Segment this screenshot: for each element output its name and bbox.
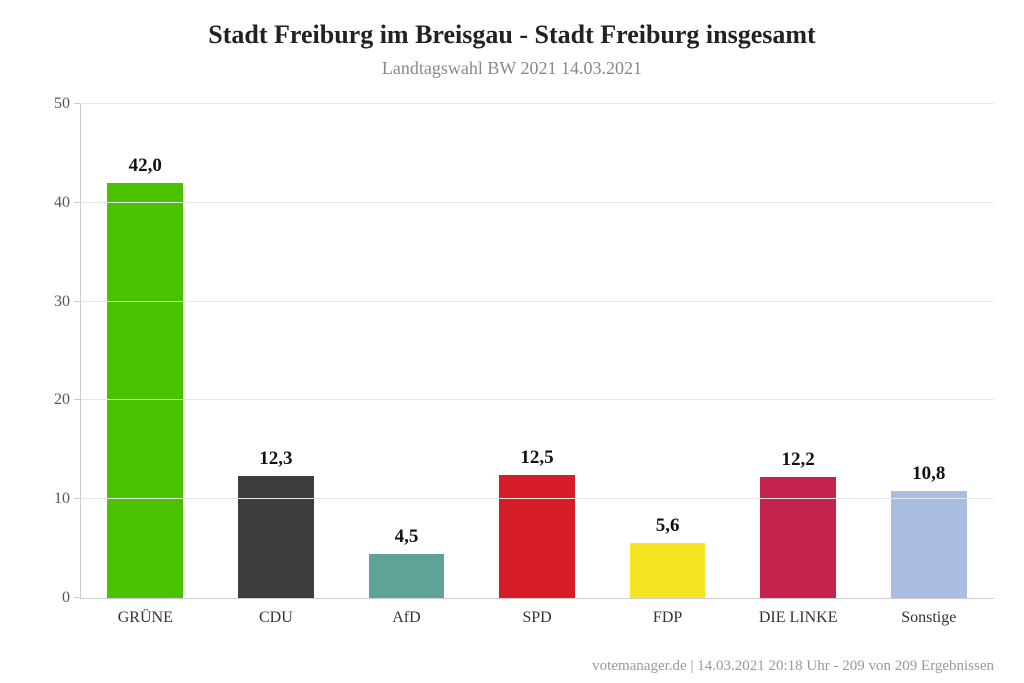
plot-wrapper: 42,012,34,512,55,612,210,8 01020304050 G… [30,104,994,634]
y-tick-label: 50 [54,95,70,113]
bar-value-label: 42,0 [129,155,162,177]
y-tick-label: 10 [54,490,70,508]
gridline [80,301,994,302]
bar [760,477,836,598]
y-tick-label: 30 [54,293,70,311]
gridline [80,202,994,203]
chart-subtitle: Landtagswahl BW 2021 14.03.2021 [30,58,994,79]
gridline [80,399,994,400]
bar-value-label: 4,5 [395,526,419,548]
chart-footer: votemanager.de | 14.03.2021 20:18 Uhr - … [592,658,994,675]
bar-slot: 42,0 [80,104,211,598]
y-axis-line [80,104,81,598]
x-axis-label: GRÜNE [80,609,211,627]
bar-value-label: 12,3 [259,448,292,470]
bar-value-label: 12,2 [782,449,815,471]
gridline [80,103,994,104]
bar-slot: 5,6 [602,104,733,598]
x-axis-label: AfD [341,609,472,627]
bar-slot: 10,8 [863,104,994,598]
x-axis-label: FDP [602,609,733,627]
bar [499,475,575,599]
bar [369,554,445,598]
bar [238,476,314,598]
bars-row: 42,0 12,3 4,5 12,5 5,6 12,2 10,8 [80,104,994,598]
y-tick-label: 40 [54,194,70,212]
election-bar-chart: Stadt Freiburg im Breisgau - Stadt Freib… [0,0,1024,683]
chart-title: Stadt Freiburg im Breisgau - Stadt Freib… [30,20,994,50]
bar-value-label: 12,5 [520,447,553,469]
x-axis-label: DIE LINKE [733,609,864,627]
bar [107,183,183,598]
bar-slot: 12,2 [733,104,864,598]
bar-value-label: 10,8 [912,463,945,485]
bar-slot: 12,3 [211,104,342,598]
x-axis-label: SPD [472,609,603,627]
gridline [80,498,994,499]
bar-slot: 4,5 [341,104,472,598]
x-axis-label: CDU [211,609,342,627]
x-axis-label: Sonstige [863,609,994,627]
y-tick-label: 0 [62,589,70,607]
bar-value-label: 5,6 [656,515,680,537]
x-axis-labels: GRÜNECDUAfDSPDFDPDIE LINKESonstige [80,609,994,627]
bar [891,491,967,598]
bar [630,543,706,598]
plot-area: 42,012,34,512,55,612,210,8 01020304050 [80,104,994,599]
bar-slot: 12,5 [472,104,603,598]
y-tick-label: 20 [54,391,70,409]
